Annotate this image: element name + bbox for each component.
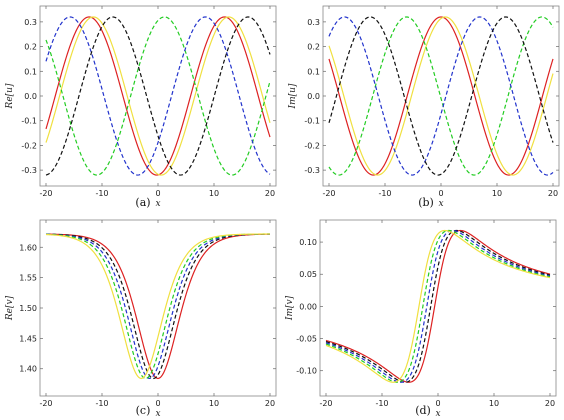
x-axis-label: x	[435, 409, 440, 419]
panel-b: -20 -10 0 10 20 -0.3 -0.2 -0.1 0.0 0.1 0.2 0.3 x Im[u…	[288, 5, 560, 209]
y-tick-label: -0.1	[304, 117, 320, 126]
x-tick-label: 20	[545, 399, 555, 408]
y-tick-label: 0.3	[307, 18, 320, 27]
y-axis-label: Im[u]	[288, 83, 298, 109]
x-tick-label: -20	[322, 189, 335, 198]
panel-caption: (d)	[415, 404, 431, 417]
y-axis-label: Re[u]	[5, 83, 15, 109]
panel-caption: (b)	[418, 196, 434, 209]
x-tick-label: -20	[319, 399, 332, 408]
series-line-1	[45, 16, 271, 176]
x-tick-label: 10	[209, 189, 219, 198]
series-line-2	[45, 233, 271, 380]
y-tick-label: -0.2	[304, 141, 320, 150]
x-tick-label: 10	[492, 189, 502, 198]
y-tick-label: 0.0	[307, 92, 320, 101]
panel-caption: (c)	[136, 404, 151, 417]
series-group	[328, 16, 554, 176]
series-line-5	[45, 16, 271, 176]
x-tick-label: 0	[155, 189, 160, 198]
x-tick-label: -10	[95, 189, 108, 198]
series-group	[325, 229, 551, 383]
x-tick-label: 20	[548, 189, 558, 198]
y-tick-label: -0.3	[21, 166, 37, 175]
series-line-3	[325, 229, 551, 383]
plot-frame	[39, 219, 277, 397]
y-tick-label: 1.60	[19, 243, 37, 252]
x-axis-label: x	[438, 199, 443, 209]
y-tick-label: 0.3	[24, 18, 37, 27]
y-tick-label: -0.3	[304, 166, 320, 175]
series-line-5	[45, 233, 271, 380]
panel-c: -20 -10 0 10 20 1.40 1.45 1.50 1.55 1.60 x Re[v] (c)	[5, 219, 277, 419]
x-tick-label: -20	[39, 189, 52, 198]
x-tick-label: 10	[209, 399, 219, 408]
series-group	[45, 16, 271, 176]
y-axis-label: Re[v]	[5, 295, 15, 321]
series-line-2	[325, 229, 551, 383]
plot-frame	[319, 219, 557, 397]
y-tick-label: 1.55	[19, 274, 37, 283]
y-tick-label: 0.0	[24, 92, 37, 101]
x-tick-label: 20	[265, 399, 275, 408]
series-line-2	[45, 16, 271, 176]
x-tick-label: -10	[375, 399, 388, 408]
x-tick-label: 10	[489, 399, 499, 408]
y-axis-label: Im[v]	[285, 295, 295, 321]
series-line-3	[45, 16, 271, 176]
series-line-4	[328, 16, 554, 176]
series-line-4	[45, 16, 271, 176]
series-line-1	[328, 16, 554, 176]
y-tick-label: 0.2	[307, 43, 320, 52]
series-line-5	[325, 229, 551, 383]
y-tick-label: -0.1	[21, 117, 37, 126]
y-tick-label: 0.00	[299, 302, 317, 311]
y-tick-label: 1.50	[19, 304, 37, 313]
x-tick-label: -10	[378, 189, 391, 198]
series-line-2	[328, 16, 554, 176]
x-tick-label: 0	[155, 399, 160, 408]
x-tick-label: 0	[435, 399, 440, 408]
series-line-4	[45, 233, 270, 380]
series-line-5	[328, 16, 554, 176]
y-tick-label: 0.1	[24, 67, 37, 76]
panel-caption: (a)	[135, 196, 150, 209]
series-group	[45, 233, 271, 380]
y-tick-label: -0.2	[21, 141, 37, 150]
y-tick-label: 0.10	[299, 238, 317, 247]
x-tick-label: 0	[438, 189, 443, 198]
y-tick-label: 0.1	[307, 67, 320, 76]
y-tick-label: -0.05	[296, 335, 317, 344]
series-line-3	[45, 233, 271, 379]
y-tick-label: 0.05	[299, 270, 317, 279]
y-tick-label: 1.40	[19, 365, 37, 374]
y-tick-label: 0.2	[24, 43, 37, 52]
series-line-1	[45, 233, 271, 380]
y-tick-label: 1.45	[19, 334, 37, 343]
x-axis-label: x	[155, 409, 160, 419]
x-axis-label: x	[155, 199, 160, 209]
series-line-4	[325, 229, 551, 383]
y-tick-label: -0.10	[296, 367, 317, 376]
series-line-3	[328, 16, 554, 176]
x-tick-label: -10	[95, 399, 108, 408]
x-tick-label: 20	[265, 189, 275, 198]
series-line-1	[325, 229, 551, 383]
x-tick-label: -20	[39, 399, 52, 408]
panel-a: -20 -10 0 10 20 -0.3 -0.2 -0.1 0.0 0.1 0.2 0.3 x Re[u…	[5, 5, 277, 209]
panel-d: -20 -10 0 10 20 -0.10 -0.05 0.00 0.05 0.10 x Im[v] (…	[285, 219, 557, 419]
